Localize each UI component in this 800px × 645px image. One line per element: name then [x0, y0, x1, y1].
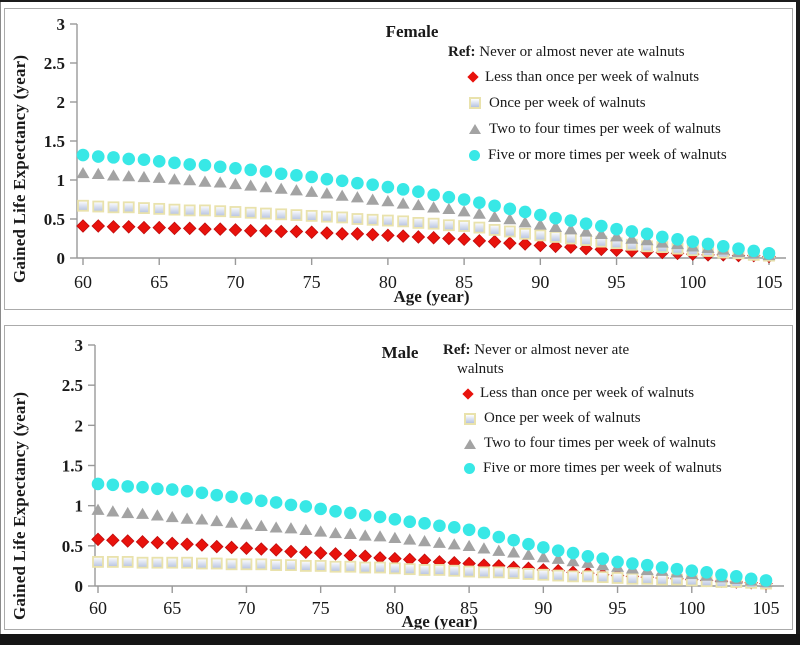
legend-item-label: Less than once per week of walnuts: [485, 69, 700, 85]
x-tick-label: 105: [753, 598, 780, 618]
legend-item-less-than-once: Less than once per week of walnuts: [462, 381, 722, 406]
x-tick-label: 80: [379, 272, 397, 292]
frame-edge-bottom: [0, 634, 800, 645]
legend-ref-note: Ref: Never or almost never ate: [443, 341, 722, 360]
legend-male: Ref: Never or almost never ate walnuts L…: [443, 341, 722, 481]
x-tick-label: 60: [89, 598, 107, 618]
x-tick-label: 75: [312, 598, 330, 618]
ref-text: Never or almost never ate: [470, 342, 630, 358]
y-tick-label: 2.5: [44, 54, 65, 73]
x-axis-title: Age (year): [394, 287, 470, 306]
diamond-marker-icon: [467, 71, 479, 83]
y-tick-label: 3: [75, 336, 84, 355]
female-chart-panel: 0 0.5 1 1.5 2 2.5 3 60 65 70 75 80 85 90 95 100 105 Age (…: [4, 8, 793, 310]
legend-item-label: Five or more times per week of walnuts: [483, 460, 722, 476]
circle-marker-icon: [464, 463, 475, 474]
legend-item-two-to-four: Two to four times per week of walnuts: [469, 116, 727, 142]
ref-text: Never or almost never ate walnuts: [475, 44, 685, 60]
series-diamond: [91, 532, 773, 591]
y-axis-title: Gained Life Expectancy (year): [10, 391, 29, 621]
legend-item-once: Once per week of walnuts: [469, 90, 727, 116]
chart-title-female: Female: [385, 22, 439, 41]
x-tick-label: 85: [455, 272, 473, 292]
x-tick-label: 100: [679, 272, 706, 292]
x-axis-title: Age (year): [402, 612, 478, 629]
ref-label: Ref:: [448, 44, 476, 60]
y-tick-label: 2: [75, 416, 84, 435]
y-tick-label: 0.5: [62, 537, 83, 556]
series-triangle: [91, 503, 773, 588]
series-square: [77, 199, 775, 262]
x-tick-label: 75: [303, 272, 321, 292]
frame-edge-left: [0, 0, 1, 645]
legend-item-five-or-more: Five or more times per week of walnuts: [469, 142, 727, 168]
series-circle: [76, 148, 776, 260]
y-tick-label: 3: [57, 15, 66, 34]
male-scatter-plot: 0 0.5 1 1.5 2 2.5 3 60 65 70 75 80 85 90 95 100 105 Age (…: [62, 336, 784, 629]
y-tick-label: 1.5: [44, 132, 65, 151]
x-tick-label: 100: [678, 598, 705, 618]
series-square: [92, 555, 772, 590]
y-tick-label: 2.5: [62, 376, 83, 395]
legend-item-label: Once per week of walnuts: [489, 95, 646, 111]
y-tick-label: 1: [57, 171, 66, 190]
x-tick-label: 85: [460, 598, 478, 618]
y-tick-label: 0: [57, 249, 66, 268]
legend-ref-note: Ref: Never or almost never ate walnuts: [448, 42, 727, 62]
legend-items: Less than once per week of walnuts Once …: [467, 64, 727, 168]
legend-items: Less than once per week of walnuts Once …: [462, 381, 722, 481]
ref-label: Ref:: [443, 342, 471, 358]
y-tick-label: 0: [75, 577, 84, 596]
x-tick-label: 90: [531, 272, 549, 292]
axes: [70, 23, 786, 265]
y-axis-title: Gained Life Expectancy (year): [10, 54, 29, 284]
y-tick-label: 1: [75, 497, 84, 516]
legend-female: Ref: Never or almost never ate walnuts L…: [448, 42, 727, 168]
axes: [88, 344, 784, 593]
x-tick-label: 70: [226, 272, 244, 292]
diamond-marker-icon: [462, 387, 474, 400]
x-tick-label: 65: [150, 272, 168, 292]
female-scatter-plot: 0 0.5 1 1.5 2 2.5 3 60 65 70 75 80 85 90 95 100 105 Age (…: [44, 15, 786, 306]
circle-marker-icon: [469, 149, 480, 161]
x-tick-label: 95: [609, 598, 627, 618]
square-marker-icon: [464, 412, 476, 425]
chart-title-male: Male: [381, 343, 419, 362]
tick-labels: 0 0.5 1 1.5 2 2.5 3 60 65 70 75 80 85 90 95 100 105 Age (…: [44, 15, 783, 306]
ref-text-wrap: walnuts: [457, 361, 504, 377]
triangle-marker-icon: [469, 124, 481, 134]
frame-edge-top: [0, 0, 800, 2]
x-tick-label: 90: [534, 598, 552, 618]
legend-item-label: Two to four times per week of walnuts: [489, 121, 721, 137]
tick-labels: 0 0.5 1 1.5 2 2.5 3 60 65 70 75 80 85 90 95 100 105 Age (…: [62, 336, 780, 629]
legend-item-once: Once per week of walnuts: [464, 406, 722, 431]
x-tick-label: 80: [386, 598, 404, 618]
legend-item-label: Five or more times per week of walnuts: [488, 147, 727, 163]
male-chart-panel: 0 0.5 1 1.5 2 2.5 3 60 65 70 75 80 85 90 95 100 105 Age (…: [4, 325, 793, 630]
legend-item-less-than-once: Less than once per week of walnuts: [467, 64, 727, 90]
triangle-marker-icon: [464, 438, 476, 449]
x-tick-label: 95: [608, 272, 626, 292]
x-tick-label: 105: [756, 272, 783, 292]
y-tick-label: 1.5: [62, 457, 83, 476]
frame-edge-right: [796, 0, 800, 645]
y-tick-label: 0.5: [44, 210, 65, 229]
square-marker-icon: [469, 97, 481, 109]
legend-item-two-to-four: Two to four times per week of walnuts: [464, 431, 722, 456]
legend-item-label: Once per week of walnuts: [484, 410, 641, 426]
series-circle: [91, 477, 773, 587]
series-triangle: [76, 166, 776, 261]
x-tick-label: 65: [163, 598, 181, 618]
legend-item-label: Two to four times per week of walnuts: [484, 435, 716, 451]
x-tick-label: 60: [74, 272, 92, 292]
series-diamond: [76, 219, 776, 264]
x-tick-label: 70: [237, 598, 255, 618]
y-tick-label: 2: [57, 93, 66, 112]
legend-item-label: Less than once per week of walnuts: [480, 385, 695, 401]
legend-item-five-or-more: Five or more times per week of walnuts: [464, 456, 722, 481]
